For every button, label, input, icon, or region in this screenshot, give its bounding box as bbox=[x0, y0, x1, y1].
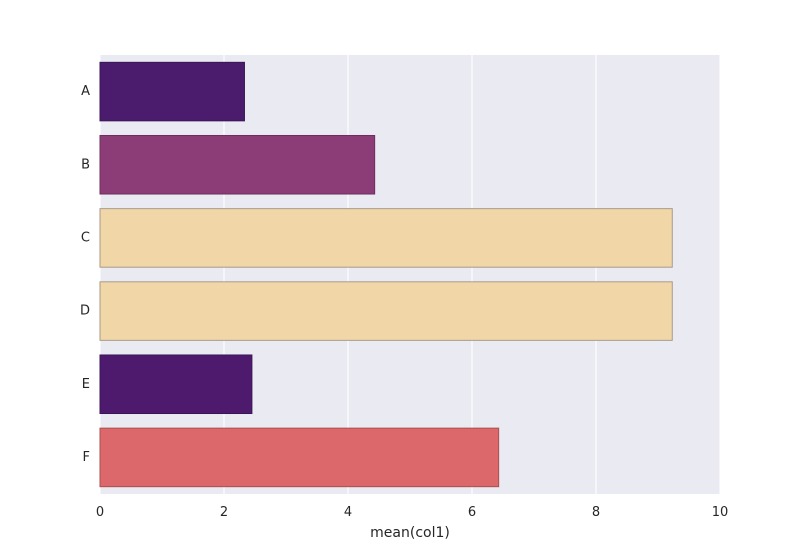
bar-e bbox=[99, 354, 253, 415]
bar-b bbox=[99, 134, 376, 195]
x-tick-label: 10 bbox=[712, 505, 729, 520]
x-tick-label: 8 bbox=[592, 505, 600, 520]
bar-a bbox=[99, 61, 245, 122]
x-tick-label: 0 bbox=[96, 505, 104, 520]
x-tick-label: 6 bbox=[468, 505, 476, 520]
y-tick-label: E bbox=[82, 377, 90, 392]
plot-background bbox=[100, 55, 720, 494]
x-tick-label: 4 bbox=[344, 505, 352, 520]
x-tick-labels: 0 2 4 6 8 10 bbox=[96, 505, 728, 520]
y-tick-label: A bbox=[81, 84, 90, 99]
x-tick-label: 2 bbox=[220, 505, 228, 520]
bar-d bbox=[99, 281, 673, 341]
x-axis-label: mean(col1) bbox=[370, 525, 450, 541]
y-tick-labels: A B C D E F bbox=[80, 84, 90, 465]
y-tick-label: C bbox=[81, 230, 90, 245]
bar-c bbox=[99, 208, 673, 268]
y-tick-label: B bbox=[81, 157, 90, 172]
bar-f bbox=[99, 427, 500, 488]
grid-lines bbox=[99, 55, 721, 494]
bars bbox=[99, 61, 673, 488]
y-tick-label: F bbox=[83, 450, 90, 465]
y-tick-label: D bbox=[80, 304, 90, 319]
